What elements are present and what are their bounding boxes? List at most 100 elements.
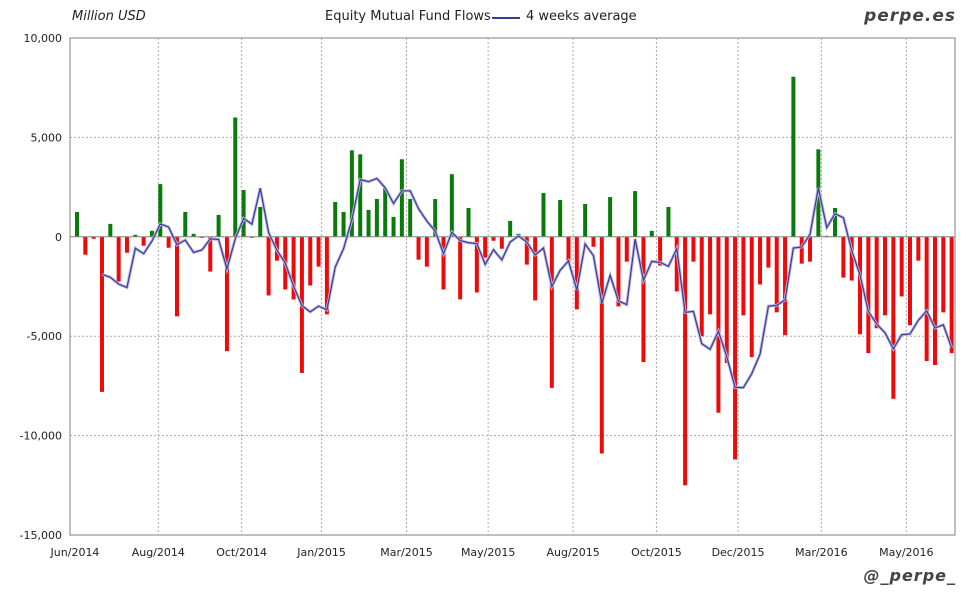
flow-bar (649, 230, 654, 237)
flow-bar (541, 193, 546, 237)
flow-bar (683, 236, 688, 486)
y-tick-label: 5,000 (31, 131, 63, 144)
flow-bar (191, 233, 196, 237)
y-unit-label: Million USD (72, 9, 146, 24)
flow-bar (866, 236, 871, 354)
legend-line-swatch (492, 17, 520, 19)
flow-bar (116, 236, 121, 282)
x-tick-label: Dec/2015 (712, 546, 765, 559)
flow-bar (624, 236, 629, 262)
flow-bar (358, 154, 363, 237)
flow-bar (224, 236, 229, 352)
flow-bar (874, 236, 879, 329)
flow-bar (291, 236, 296, 300)
flow-bar (558, 200, 563, 237)
flow-bar (749, 236, 754, 358)
flow-bar (841, 236, 846, 278)
flow-bar (941, 236, 946, 313)
flow-bar (499, 236, 504, 249)
flow-bar (374, 199, 379, 237)
flow-bar (233, 117, 238, 237)
flow-bar (133, 234, 138, 237)
flow-bar (883, 236, 888, 316)
y-tick-label: -5,000 (27, 330, 62, 343)
flow-bar (483, 236, 488, 258)
flow-bar (733, 236, 738, 460)
flow-bar (833, 207, 838, 237)
y-tick-label: -10,000 (20, 430, 62, 443)
flow-bar (108, 223, 113, 237)
flow-bar (366, 209, 371, 237)
flow-bar (75, 211, 79, 237)
flow-bar (416, 236, 421, 260)
flow-bar (658, 236, 663, 266)
flow-bar (324, 236, 329, 315)
flow-bar (608, 197, 613, 237)
flow-bar (241, 190, 246, 237)
x-tick-label: Mar/2015 (380, 546, 432, 559)
flow-bar (99, 236, 104, 392)
flow-bar (741, 236, 746, 316)
flow-bar (891, 236, 896, 399)
x-tick-label: Oct/2015 (631, 546, 682, 559)
flow-bar (808, 236, 813, 262)
flow-bar (674, 236, 679, 292)
brand-logo-text: perpe.es (864, 6, 956, 26)
flow-bar (399, 159, 404, 237)
flow-bar (932, 236, 937, 366)
flow-bar (549, 236, 554, 388)
flow-bar (391, 216, 396, 237)
flow-bar (474, 236, 479, 293)
flow-bar (758, 236, 763, 285)
flow-bar (583, 203, 588, 237)
flow-bar (916, 236, 921, 261)
x-tick-label: Jun/2014 (50, 546, 100, 559)
x-tick-label: Aug/2015 (547, 546, 600, 559)
flow-bar (341, 211, 346, 237)
x-tick-label: Mar/2016 (795, 546, 847, 559)
flow-bar (266, 236, 271, 296)
flow-bar (349, 150, 354, 237)
x-tick-label: May/2015 (461, 546, 515, 559)
flow-bar (424, 236, 429, 267)
flow-bar (208, 236, 213, 272)
flow-bar (83, 236, 88, 255)
y-tick-label: 0 (55, 231, 62, 244)
flow-bar (799, 236, 804, 264)
y-tick-label: -15,000 (20, 529, 62, 542)
flow-bar (524, 236, 529, 265)
legend-label: 4 weeks average (526, 9, 637, 24)
flow-bar (449, 174, 454, 237)
flow-bar (466, 207, 471, 237)
flow-bar (124, 236, 129, 253)
x-tick-label: May/2016 (879, 546, 933, 559)
flow-bar (308, 236, 313, 286)
flow-bar (908, 236, 912, 326)
flow-bar (691, 236, 696, 262)
flow-bar (633, 191, 638, 237)
flow-bar (716, 236, 721, 413)
flow-bar (141, 236, 146, 246)
x-tick-label: Aug/2014 (132, 546, 185, 559)
flow-bar (924, 236, 929, 362)
plot-frame (69, 37, 956, 536)
flow-bar (383, 188, 388, 237)
flow-bar (766, 236, 771, 268)
flow-bar (666, 206, 671, 237)
flow-bar (258, 206, 263, 237)
chart-title: Equity Mutual Fund Flows (325, 9, 491, 24)
flow-bar (441, 236, 446, 290)
average-line (101, 177, 953, 389)
author-handle: @_perpe_ (863, 566, 956, 585)
x-tick-label: Jan/2015 (296, 546, 346, 559)
flow-bar (174, 236, 179, 317)
flow-bar (574, 236, 579, 310)
flow-bar (408, 199, 413, 237)
flow-bar (316, 236, 321, 267)
flow-bar (616, 236, 621, 307)
flow-bar (333, 202, 338, 237)
flow-bar (783, 236, 788, 336)
flow-bar (491, 236, 496, 241)
flow-bar (599, 236, 604, 454)
